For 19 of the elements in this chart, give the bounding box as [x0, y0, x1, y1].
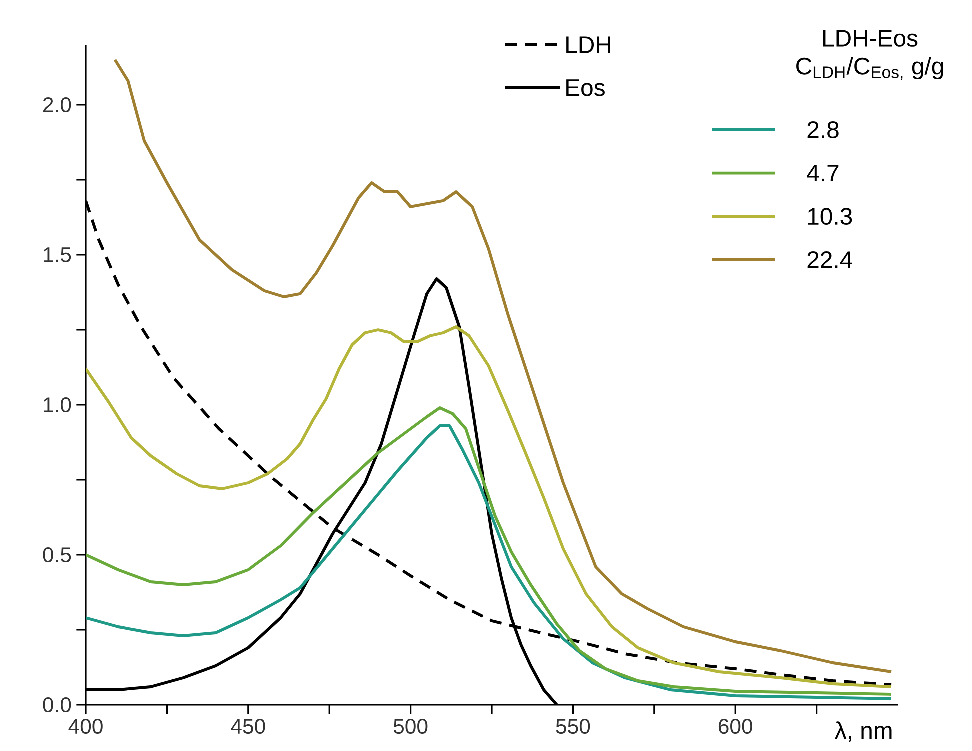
x-tick-label: 500 — [394, 719, 428, 734]
legend-label: 2.8 — [808, 122, 839, 138]
x-tick-label: 550 — [556, 719, 590, 734]
y-tick-label: 0.0 — [43, 697, 72, 713]
legend-label: 4.7 — [807, 165, 839, 182]
legend-label: 22.4 — [808, 252, 852, 268]
legend-label: LDH — [566, 36, 610, 54]
x-tick-label: 450 — [231, 719, 266, 734]
legend-label: 10.3 — [808, 208, 852, 226]
x-tick-label: 400 — [68, 719, 103, 734]
line-series — [86, 326, 893, 688]
y-tick-label: 2.0 — [43, 97, 72, 113]
legend-label: Eos — [566, 80, 605, 96]
y-tick-label: 1.0 — [44, 397, 72, 413]
y-tick-label: 0.5 — [43, 547, 72, 563]
y-tick-label: 1.5 — [44, 248, 72, 262]
x-tick-label: 600 — [718, 719, 752, 734]
legend-title: LDH-Eos C$_{LDH}$/C$_{Eos,}$ g/g — [796, 30, 944, 80]
x-axis-title: λ, nm — [835, 722, 892, 742]
